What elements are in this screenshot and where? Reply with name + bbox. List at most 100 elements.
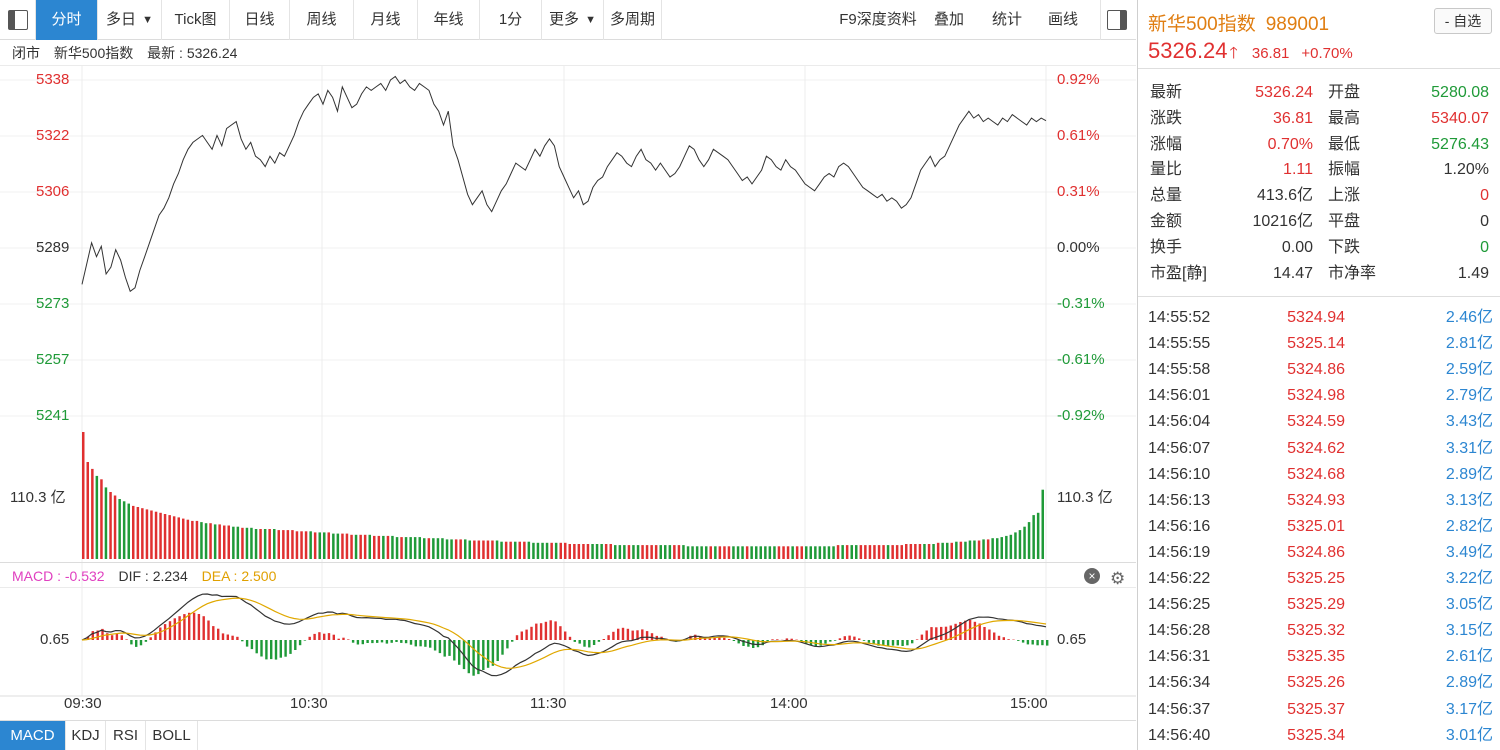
tab-weekly[interactable]: 周线 <box>290 0 354 40</box>
volume-bar <box>336 533 340 559</box>
tab-multi-period[interactable]: 多周期 <box>604 0 662 40</box>
volume-bar <box>600 544 603 559</box>
volume-bar <box>363 534 367 559</box>
macd-dea-line <box>81 597 1047 669</box>
volume-bar <box>354 534 358 559</box>
price-axis-label: 5257 <box>36 351 70 368</box>
tab-1min[interactable]: 1分 <box>480 0 542 40</box>
volume-bar <box>868 545 872 559</box>
volume-bar <box>218 524 221 559</box>
volume-bar <box>718 546 722 559</box>
macd-histogram-bar <box>896 640 899 646</box>
tab-kdj[interactable]: KDJ <box>66 721 106 750</box>
toggle-left-panel-button[interactable] <box>0 0 36 40</box>
macd-histogram-bar <box>217 628 220 640</box>
volume-bar <box>968 540 972 559</box>
macd-histogram-bar <box>178 616 181 640</box>
volume-bar <box>141 508 144 559</box>
macd-histogram-bar <box>824 640 827 644</box>
stat-value: 0 <box>1480 213 1489 230</box>
tab-intraday[interactable]: 分时 <box>36 0 98 40</box>
macd-histogram-bar <box>197 614 201 640</box>
volume-bar <box>841 545 844 559</box>
volume-bar <box>95 475 99 559</box>
price-line <box>81 75 1047 293</box>
stat-label: 金额 <box>1150 213 1183 230</box>
stat-label: 上涨 <box>1328 187 1361 205</box>
volume-bar <box>1036 512 1040 559</box>
volume-bar <box>582 544 585 559</box>
volume-bar <box>464 539 467 559</box>
add-to-watchlist-button[interactable]: - 自选 <box>1434 8 1492 34</box>
volume-bar <box>473 540 476 559</box>
volume-bar <box>250 527 253 559</box>
tab-boll[interactable]: BOLL <box>146 721 198 750</box>
tab-yearly[interactable]: 年线 <box>418 0 480 40</box>
volume-bar <box>950 542 953 559</box>
volume-bar <box>1009 534 1013 559</box>
volume-bar <box>850 545 853 559</box>
tab-monthly[interactable]: 月线 <box>354 0 418 40</box>
stat-label: 涨幅 <box>1150 135 1183 153</box>
macd-histogram-bar <box>626 628 630 640</box>
intraday-chart[interactable]: 5338 0.92% 5322 0.61% 5306 0.31% 5289 0.00% 5273… <box>0 66 1136 720</box>
macd-histogram-bar <box>906 640 909 646</box>
statistics-button[interactable]: 统计 <box>991 11 1022 28</box>
tab-more[interactable]: 更多 ▼ <box>542 0 604 40</box>
stat-label: 量比 <box>1150 161 1183 179</box>
f9-deep-data-button[interactable]: F9深度资料 <box>839 11 917 28</box>
volume-bar <box>368 534 371 559</box>
divider <box>1138 296 1500 297</box>
latest-price-readout: 最新 : 5326.24 <box>147 45 238 61</box>
overlay-button[interactable]: 叠加 <box>933 11 964 28</box>
volume-bar <box>1014 532 1017 559</box>
tick-time: 14:56:16 <box>1148 517 1211 535</box>
drawing-button[interactable]: 画线 <box>1047 11 1078 28</box>
macd-histogram-bar <box>520 631 523 640</box>
volume-bar <box>736 546 740 559</box>
volume-bar <box>227 525 230 559</box>
volume-bar <box>959 541 963 559</box>
tab-tick-chart[interactable]: Tick图 <box>162 0 230 40</box>
volume-bar <box>545 542 549 559</box>
quote-change: 36.81 <box>1251 45 1290 62</box>
stat-label: 最低 <box>1328 135 1361 153</box>
macd-histogram-bar <box>544 621 548 640</box>
close-indicator-icon[interactable]: × <box>1084 568 1100 584</box>
tab-daily[interactable]: 日线 <box>230 0 290 40</box>
macd-histogram-bar <box>101 628 104 640</box>
tab-macd[interactable]: MACD <box>0 721 66 750</box>
volume-bar <box>127 503 130 559</box>
macd-histogram-bar <box>1046 640 1049 646</box>
tab-rsi[interactable]: RSI <box>106 721 146 750</box>
volume-bar <box>509 541 512 559</box>
macd-histogram-bar <box>882 640 885 646</box>
macd-histogram-bar <box>250 640 254 650</box>
volume-bar <box>313 532 317 559</box>
volume-bar <box>154 511 158 559</box>
macd-histogram-bar <box>409 640 413 645</box>
volume-axis-label-right: 110.3 亿 <box>1057 489 1113 506</box>
macd-histogram-bar <box>631 630 634 640</box>
macd-histogram-bar <box>968 619 972 640</box>
indicator-settings-gear-icon[interactable]: ⚙ <box>1110 569 1126 588</box>
volume-bar <box>977 540 981 559</box>
toggle-right-panel-button[interactable] <box>1100 0 1134 40</box>
tick-price: 5325.29 <box>1287 596 1345 614</box>
market-status: 闭市 <box>12 45 40 61</box>
tab-multi-day[interactable]: 多日 ▼ <box>98 0 162 40</box>
stat-value: 413.6亿 <box>1256 187 1313 205</box>
volume-bar <box>609 544 612 559</box>
tick-time: 14:56:25 <box>1148 596 1211 614</box>
intraday-chart-svg[interactable] <box>0 66 1136 720</box>
macd-histogram-bar <box>790 638 793 640</box>
volume-bar <box>604 544 608 559</box>
tick-row: 14:56:16 5325.01 2.82亿 <box>1138 514 1500 540</box>
volume-bar <box>254 529 258 559</box>
volume-bar <box>541 542 544 559</box>
volume-bar <box>209 523 212 559</box>
macd-histogram-bar <box>342 637 345 640</box>
stat-value: 10216亿 <box>1252 213 1314 230</box>
macd-histogram-bar <box>1041 640 1044 646</box>
price-axis-label: 5322 <box>36 127 70 144</box>
